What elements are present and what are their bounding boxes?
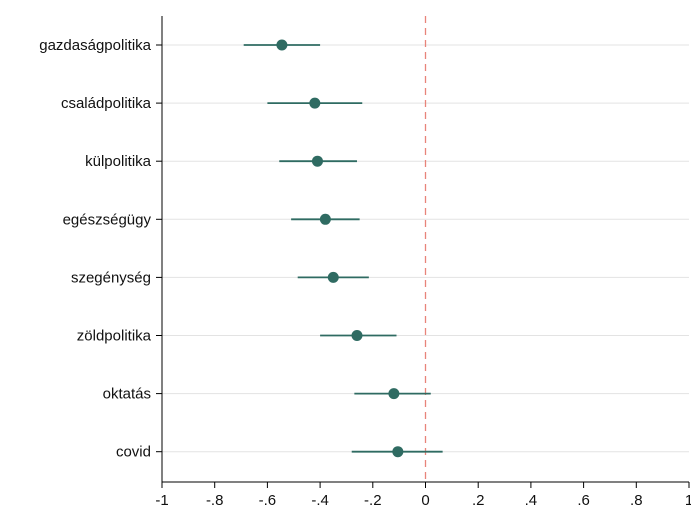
- category-label: oktatás: [103, 386, 151, 403]
- x-axis-ticks: -1 -.8 -.6 -.4 -.2 0 .2 .4 .6 .8 1: [155, 482, 691, 509]
- x-tick-label: .2: [472, 492, 485, 509]
- category-label: zöldpolitika: [77, 328, 152, 345]
- point-estimate: [311, 155, 323, 167]
- category-label: covid: [116, 444, 151, 461]
- point-estimate: [276, 39, 288, 51]
- point-estimate: [327, 271, 339, 283]
- point-estimate: [351, 330, 363, 341]
- x-tick-label: -1: [155, 492, 168, 509]
- x-tick-label: 0: [421, 492, 429, 509]
- point-estimate: [309, 97, 321, 109]
- category-label: külpolitika: [85, 153, 152, 170]
- y-axis-categories: gazdaságpolitika családpolitika külpolitik…: [39, 37, 162, 461]
- point-estimate: [388, 388, 400, 400]
- point-estimate: [319, 213, 331, 225]
- x-tick-label: -.4: [311, 492, 329, 509]
- x-tick-label: .6: [577, 492, 590, 509]
- x-tick-label: .8: [630, 492, 643, 509]
- x-tick-label: .4: [525, 492, 538, 509]
- x-tick-label: 1: [685, 492, 691, 509]
- category-label: gazdaságpolitika: [39, 37, 151, 54]
- x-tick-label: -.6: [259, 492, 277, 509]
- point-estimate: [392, 446, 404, 458]
- category-label: egészségügy: [63, 211, 152, 228]
- data-marks: [243, 39, 443, 458]
- category-label: családpolitika: [61, 95, 152, 112]
- category-label: szegénység: [71, 269, 151, 286]
- x-tick-label: -.8: [206, 492, 224, 509]
- x-tick-label: -.2: [364, 492, 382, 509]
